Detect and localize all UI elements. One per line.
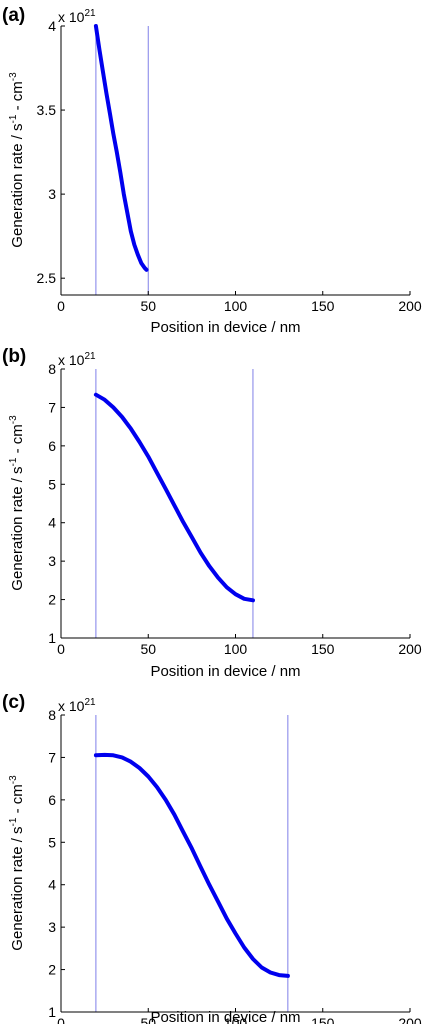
y-tick-label: 6	[48, 438, 56, 454]
x-tick-label: 0	[57, 641, 65, 657]
y-tick-label: 4	[48, 515, 56, 531]
series-line-1	[93, 752, 290, 978]
y-tick-label: 4	[48, 18, 56, 34]
y-tick-label: 2	[48, 962, 56, 978]
x-tick-label: 100	[224, 641, 248, 657]
y-tick-label: 5	[48, 834, 56, 850]
series-line-1	[93, 392, 255, 603]
x-tick-label: 50	[140, 1015, 156, 1024]
x-tick-label: 50	[140, 298, 156, 314]
x-axis-label: Position in device / nm	[150, 1009, 300, 1024]
x-tick-label: 200	[398, 1015, 422, 1024]
x-tick-label: 150	[311, 1015, 335, 1024]
y-tick-label: 2	[48, 592, 56, 608]
y-tick-label: 3	[48, 919, 56, 935]
x-tick-label: 150	[311, 641, 335, 657]
y-axis-label: Generation rate / s-1 - cm-3	[8, 415, 26, 591]
y-tick-label: 1	[48, 630, 56, 646]
chart-panel-1: 0 50 100 150 200 2.5 3 3.5 4 (a) x 1021 Position in…	[2, 5, 422, 336]
x-tick-label: 100	[224, 298, 248, 314]
x-tick-label: 0	[57, 1015, 65, 1024]
x-tick-label: 50	[140, 641, 156, 657]
y-tick-label: 8	[48, 707, 56, 723]
y-axis-label: Generation rate / s-1 - cm-3	[8, 72, 26, 248]
y-tick-label: 7	[48, 749, 56, 765]
y-axis-label: Generation rate / s-1 - cm-3	[8, 775, 26, 951]
axis-multiplier: x 1021	[58, 8, 96, 25]
y-tick-label: 8	[48, 361, 56, 377]
x-tick-label: 200	[398, 298, 422, 314]
x-tick-label: 150	[311, 298, 335, 314]
series-line-1	[93, 24, 149, 272]
y-tick-label: 1	[48, 1004, 56, 1020]
x-tick-label: 100	[224, 1015, 248, 1024]
panel-label: (b)	[2, 346, 26, 367]
y-tick-label: 3.5	[37, 102, 57, 118]
chart-panel-2: 0 50 100 150 200 1 2 3 4 5 6 7 8 (b) x 1021 Position in…	[2, 346, 422, 680]
x-axis-label: Position in device / nm	[150, 663, 300, 680]
y-tick-label: 2.5	[37, 270, 57, 286]
x-tick-label: 0	[57, 298, 65, 314]
x-tick-label: 200	[398, 641, 422, 657]
y-tick-label: 7	[48, 399, 56, 415]
panel-label: (c)	[2, 692, 25, 713]
y-tick-label: 5	[48, 476, 56, 492]
axis-multiplier: x 1021	[58, 351, 96, 368]
x-axis-label: Position in device / nm	[150, 319, 300, 336]
y-tick-label: 3	[48, 553, 56, 569]
chart-panel-3: 0 50 100 150 200 1 2 3 4 5 6 7 8 (c) x 1021 Position in…	[2, 692, 422, 1024]
y-tick-label: 4	[48, 877, 56, 893]
y-tick-label: 3	[48, 186, 56, 202]
axis-multiplier: x 1021	[58, 697, 96, 714]
panel-label: (a)	[2, 5, 25, 26]
y-tick-label: 6	[48, 792, 56, 808]
